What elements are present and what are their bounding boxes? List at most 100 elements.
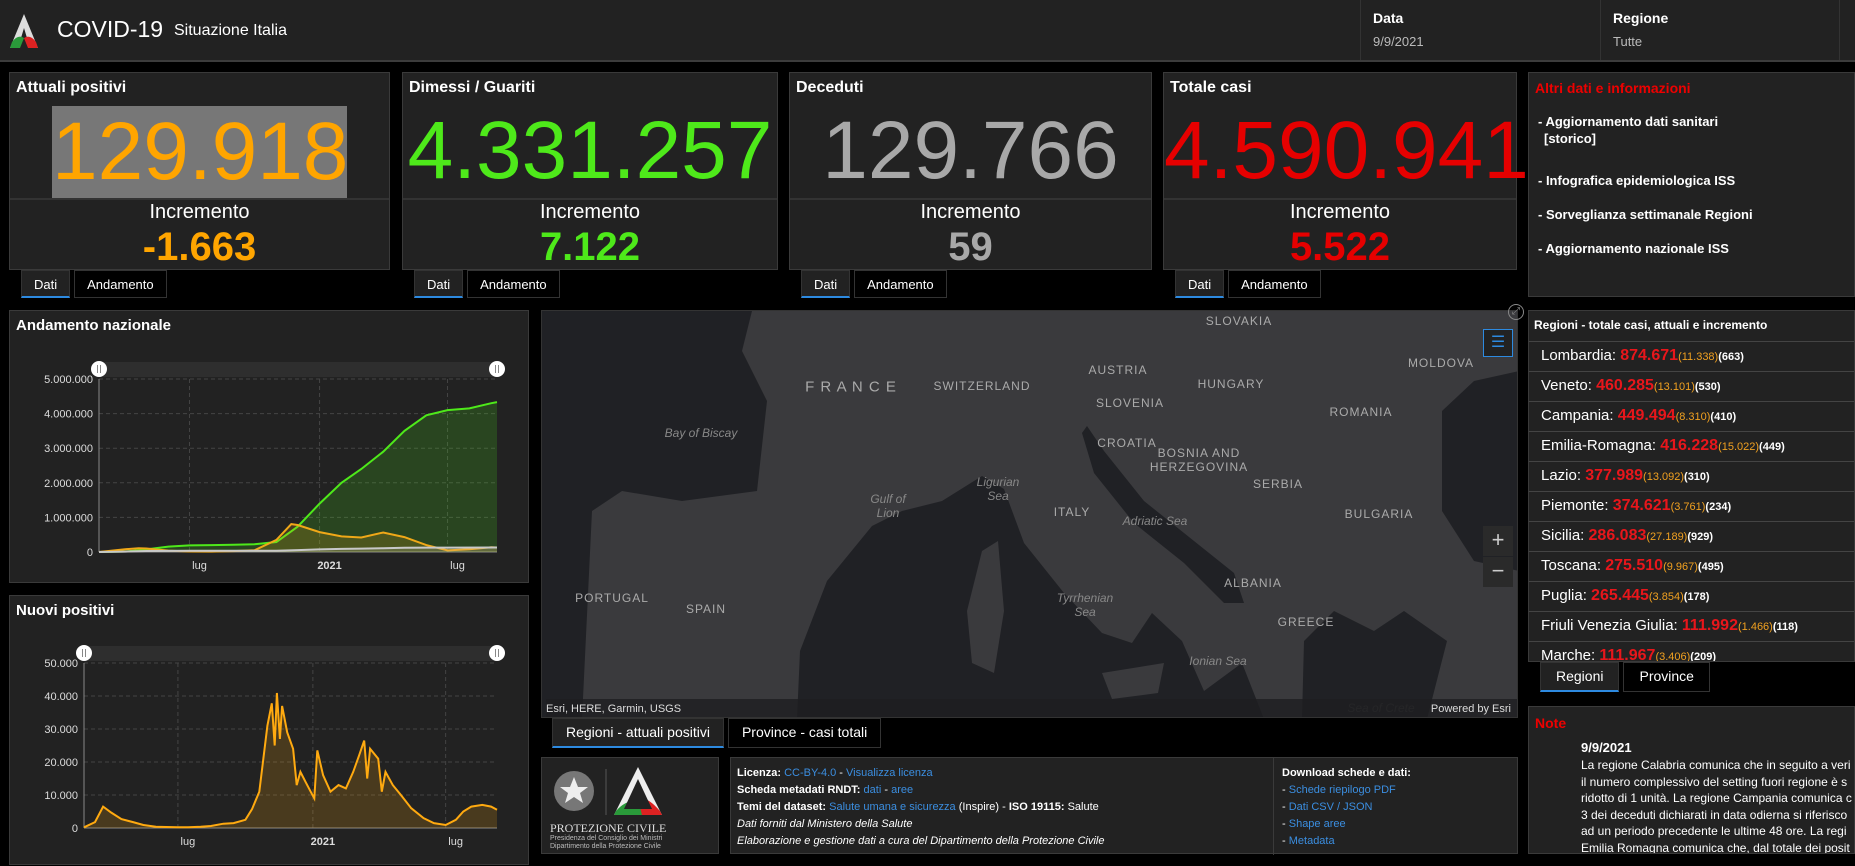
region-increment: (929) — [1687, 531, 1714, 543]
card-value: 129.766 — [822, 105, 1119, 196]
download-csv-link[interactable]: Dati CSV / JSON — [1288, 801, 1373, 813]
andamento-chart-svg: 0 1.000.000 2.000.000 3.000.000 4.000.000 5.0… — [44, 361, 505, 572]
dataset-info-panel: Licenza: CC-BY-4.0 - Visualizza licenza … — [730, 757, 1518, 855]
zoom-out-button[interactable]: − — [1483, 557, 1513, 587]
range-handle-start[interactable] — [76, 645, 92, 661]
logo-name: PROTEZIONE CIVILE — [550, 821, 667, 835]
tab-regioni-attuali-positivi[interactable]: Regioni - attuali positivi — [552, 718, 724, 748]
range-handle-end[interactable] — [489, 361, 505, 377]
region-total: 377.989 — [1585, 467, 1644, 484]
region-total: 374.621 — [1612, 497, 1671, 514]
powered-by-esri[interactable]: Powered by Esri — [1430, 703, 1511, 715]
region-attuali: (15.022) — [1718, 441, 1760, 453]
download-metadata-link[interactable]: Metadata — [1288, 835, 1335, 847]
map-view[interactable]: SLOVAKIA AUSTRIA F R A N C E SWITZERLAND HUN… — [541, 310, 1518, 718]
other-info-panel: Altri dati e informazioni - Aggiornament… — [1528, 72, 1855, 297]
region-row[interactable]: Sicilia: 286.083(27.189)(929) — [1529, 521, 1854, 551]
region-row[interactable]: Toscana: 275.510(9.967)(495) — [1529, 551, 1854, 581]
region-row[interactable]: Piemonte: 374.621(3.761)(234) — [1529, 491, 1854, 521]
link-sorveglianza-regioni[interactable]: - Sorveglianza settimanale Regioni — [1538, 207, 1753, 222]
map-country-label: SLOVAKIA — [1205, 314, 1273, 328]
region-attuali: (13.092) — [1643, 471, 1685, 483]
note-date: 9/9/2021 — [1581, 740, 1632, 755]
region-row[interactable]: Veneto: 460.285(13.101)(530) — [1529, 371, 1854, 401]
range-handle-end[interactable] — [489, 645, 505, 661]
protezione-civile-logo-icon — [10, 14, 38, 48]
zoom-in-button[interactable]: + — [1483, 526, 1513, 556]
expand-icon[interactable]: ⤢ — [1508, 304, 1524, 320]
note-line: Emilia Romagna comunica che, dal totale … — [1581, 840, 1850, 854]
link-aggiornamento-iss[interactable]: - Aggiornamento nazionale ISS — [1538, 241, 1729, 256]
map-country-label: ITALY — [1053, 505, 1091, 519]
y-tick-label: 2.000.000 — [44, 478, 93, 490]
tab-province-casi-totali[interactable]: Province - casi totali — [727, 718, 882, 748]
tab-regioni[interactable]: Regioni — [1540, 662, 1620, 692]
region-row[interactable]: Campania: 449.494(8.310)(410) — [1529, 401, 1854, 431]
chart-nuovi-positivi: Nuovi positivi 0 10.000 20.000 30.000 40.000… — [9, 595, 529, 865]
tab-dati[interactable]: Dati — [21, 270, 71, 298]
region-increment: (209) — [1690, 651, 1716, 662]
download-section: Download schede e dati: - Schede riepilo… — [1273, 758, 1419, 855]
download-pdf-link[interactable]: Schede riepilogo PDF — [1288, 784, 1396, 796]
map-country-label: SLOVENIA — [1095, 396, 1165, 410]
note-line: ad un periodo precedente le ultime 48 or… — [1581, 824, 1847, 838]
increment-label: Incremento — [149, 201, 250, 223]
region-attuali: (3.761) — [1670, 501, 1706, 513]
region-name: Marche: — [1541, 647, 1596, 662]
map-country-label: SPAIN — [685, 602, 727, 616]
region-increment: (178) — [1683, 591, 1710, 603]
link-storico[interactable]: [storico] — [1544, 131, 1596, 146]
region-name: Lombardia: — [1541, 347, 1617, 364]
region-row[interactable]: Lazio: 377.989(13.092)(310) — [1529, 461, 1854, 491]
region-row[interactable]: Marche: 111.967(3.406)(209) — [1529, 641, 1854, 662]
map-country-label: GREECE — [1277, 615, 1335, 629]
tab-andamento[interactable]: Andamento — [854, 270, 947, 298]
increment-label: Incremento — [920, 201, 1021, 223]
temi-link[interactable]: Salute umana e sicurezza — [829, 801, 956, 813]
regions-tabs: Regioni Province — [1540, 662, 1710, 692]
link-aggiornamento-dati-sanitari[interactable]: - Aggiornamento dati sanitari [storico] — [1538, 113, 1718, 147]
card-tabs: Dati Andamento — [1175, 270, 1321, 298]
view-license-link[interactable]: Visualizza licenza — [846, 767, 933, 779]
region-row[interactable]: Lombardia: 874.671(11.338)(663) — [1529, 341, 1854, 371]
card-title: Attuali positivi — [16, 79, 127, 96]
region-total: 111.992 — [1681, 617, 1738, 634]
tab-dati[interactable]: Dati — [1175, 270, 1225, 298]
logo-panel: PROTEZIONE CIVILE Presidenza del Consigl… — [541, 757, 719, 854]
y-tick-label: 1.000.000 — [44, 512, 93, 524]
rndt-aree-link[interactable]: aree — [891, 784, 914, 796]
range-handle-start[interactable] — [91, 361, 107, 377]
tab-andamento[interactable]: Andamento — [467, 270, 560, 298]
region-row[interactable]: Friuli Venezia Giulia: 111.992(1.466)(11… — [1529, 611, 1854, 641]
card-attuali-positivi: Attuali positivi 129.918 Incremento -1.663 — [9, 72, 390, 270]
tab-dati[interactable]: Dati — [414, 270, 464, 298]
range-slider-track[interactable] — [84, 646, 497, 661]
card-value: 4.331.257 — [407, 105, 773, 196]
tab-province[interactable]: Province — [1623, 662, 1710, 692]
legend-list-icon[interactable]: ☰ — [1483, 329, 1513, 357]
region-name: Piemonte: — [1541, 497, 1609, 514]
region-row[interactable]: Emilia-Romagna: 416.228(15.022)(449) — [1529, 431, 1854, 461]
region-row[interactable]: Puglia: 265.445(3.854)(178) — [1529, 581, 1854, 611]
divider — [790, 198, 1151, 200]
temi-rest: (Inspire) - — [955, 801, 1009, 813]
map-country-label: CROATIA — [1097, 436, 1157, 450]
license-link[interactable]: CC-BY-4.0 — [784, 767, 837, 779]
tab-dati[interactable]: Dati — [801, 270, 851, 298]
range-slider-track[interactable] — [99, 362, 497, 377]
rndt-dati-link[interactable]: dati — [863, 784, 882, 796]
tab-andamento[interactable]: Andamento — [1228, 270, 1321, 298]
download-shape-link[interactable]: Shape aree — [1288, 818, 1346, 830]
download-title: Download schede e dati: — [1282, 767, 1411, 779]
map-country-label: SWITZERLAND — [933, 379, 1031, 393]
y-tick-label: 20.000 — [44, 757, 78, 769]
map-sea-label: Adriatic Sea — [1122, 514, 1188, 528]
region-attuali: (9.967) — [1663, 561, 1698, 573]
region-name: Campania: — [1541, 407, 1614, 424]
link-infografica-iss[interactable]: - Infografica epidemiologica ISS — [1538, 173, 1736, 188]
region-selector[interactable]: Regione Tutte — [1600, 0, 1840, 60]
date-selector[interactable]: Data 9/9/2021 — [1360, 0, 1600, 60]
tab-andamento[interactable]: Andamento — [74, 270, 167, 298]
y-tick-label: 10.000 — [44, 790, 78, 802]
increment-label: Incremento — [1289, 201, 1391, 223]
